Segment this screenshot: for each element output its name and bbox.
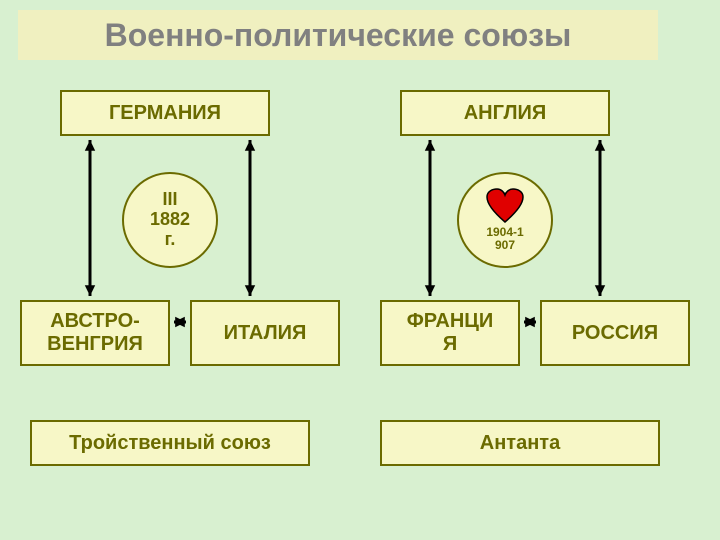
circle-right-label: 1904-1 907 bbox=[486, 226, 523, 252]
diagram-canvas: Военно-политические союзыГЕРМАНИЯАНГЛИЯА… bbox=[0, 0, 720, 540]
circle-right: 1904-1 907 bbox=[457, 172, 553, 268]
box-france: ФРАНЦИ Я bbox=[380, 300, 520, 366]
circle-left-label: III 1882 г. bbox=[150, 190, 190, 249]
arrow bbox=[236, 126, 264, 310]
box-triple: Тройственный союз bbox=[30, 420, 310, 466]
main-title: Военно-политические союзы bbox=[18, 10, 658, 60]
arrow bbox=[416, 126, 444, 310]
arrow bbox=[586, 126, 614, 310]
arrow bbox=[76, 126, 104, 310]
arrow bbox=[160, 308, 200, 336]
heart-icon bbox=[485, 188, 525, 224]
box-italy: ИТАЛИЯ bbox=[190, 300, 340, 366]
circle-left: III 1882 г. bbox=[122, 172, 218, 268]
box-entente: Антанта bbox=[380, 420, 660, 466]
box-russia: РОССИЯ bbox=[540, 300, 690, 366]
arrow bbox=[510, 308, 550, 336]
